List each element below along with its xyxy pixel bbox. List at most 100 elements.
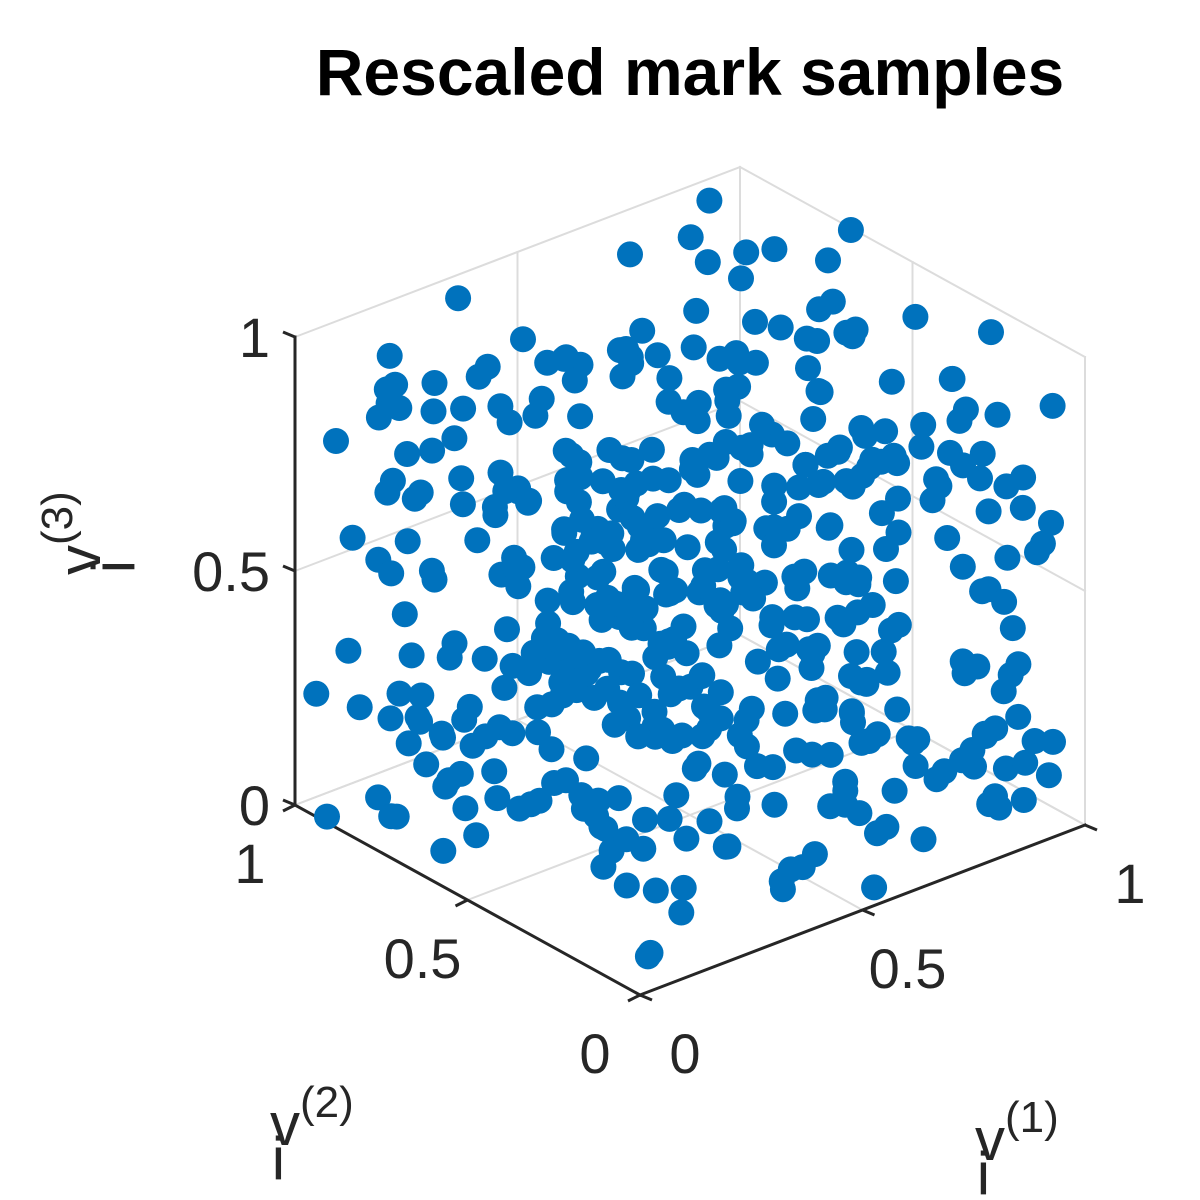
axis-label-v1-sub: i <box>977 1140 990 1200</box>
axis-label-v2: v(2) i <box>270 1078 354 1192</box>
scatter-point <box>541 770 568 796</box>
scatter-point <box>815 247 841 274</box>
scatter-point <box>1009 494 1036 521</box>
scatter-point <box>724 783 751 810</box>
scatter-point <box>339 524 366 551</box>
scatter-point <box>534 587 561 614</box>
scatter-point <box>744 648 771 675</box>
scatter-point <box>509 554 536 581</box>
scatter-point <box>499 652 526 679</box>
scatter-point <box>534 349 561 376</box>
scatter-point <box>517 791 544 818</box>
scatter-point <box>601 711 628 738</box>
scatter-point <box>452 795 479 822</box>
scatter-point <box>950 452 976 479</box>
scatter-point <box>421 370 448 396</box>
scatter-point <box>407 479 434 506</box>
axis-label-v3-sub: i <box>80 560 147 573</box>
scatter-point <box>681 755 708 782</box>
scatter-point <box>656 365 683 392</box>
scatter-point <box>594 584 621 611</box>
scatter-point <box>999 615 1026 642</box>
scatter-point <box>964 653 991 680</box>
scatter-point <box>561 367 588 394</box>
x-tick-mark <box>639 993 653 1002</box>
scatter-point <box>843 639 870 666</box>
scatter-point <box>694 249 721 276</box>
scatter-point <box>777 856 804 883</box>
scatter-point <box>609 363 636 390</box>
scatter-point <box>711 536 738 563</box>
scatter-point <box>795 355 821 382</box>
scatter-point <box>491 674 518 701</box>
scatter-point <box>910 411 937 438</box>
scatter-point <box>661 577 688 604</box>
scatter-point <box>688 663 715 690</box>
y-tick-label: 0 <box>579 1022 610 1085</box>
axis-label-v3-sup: (3) <box>33 491 82 545</box>
scatter-point <box>528 385 555 412</box>
scatter-point <box>450 395 477 422</box>
z-tick-label: 1 <box>239 306 270 369</box>
scatter-point <box>689 723 716 750</box>
scatter-point <box>677 224 704 251</box>
scatter-point <box>726 349 753 376</box>
scatter-point <box>674 534 701 561</box>
scatter-point <box>441 425 468 452</box>
scatter-point <box>837 217 864 243</box>
scatter-point <box>902 753 929 779</box>
scatter-point <box>463 822 490 849</box>
scatter-point <box>991 588 1018 615</box>
x-tick-label: 1 <box>1114 852 1145 915</box>
scatter-point <box>430 837 457 864</box>
scatter-point <box>856 728 883 754</box>
scatter-point <box>800 406 827 432</box>
scatter-point <box>720 508 747 534</box>
scatter-point <box>885 519 912 546</box>
scatter-point <box>605 785 632 812</box>
scatter-point <box>926 473 953 499</box>
scatter-point <box>1035 762 1062 789</box>
scatter-point <box>878 617 904 644</box>
scatter-point <box>630 526 656 553</box>
scatter-point <box>656 805 683 832</box>
scatter-point <box>581 684 608 711</box>
scatter-point <box>804 632 831 659</box>
scatter-point <box>394 528 421 555</box>
grid-line <box>738 165 1087 359</box>
scatter-point <box>815 514 842 541</box>
axis-label-v1-sup: (1) <box>1005 1093 1059 1142</box>
scatter-point <box>544 627 571 654</box>
scatter-point <box>939 365 966 392</box>
scatter-point <box>805 472 832 498</box>
scatter-point <box>994 544 1021 571</box>
scatter-point <box>744 753 770 780</box>
z-tick-label: 0 <box>239 774 270 837</box>
x-tick-mark <box>1084 823 1098 832</box>
scatter-point <box>386 680 413 707</box>
scatter-point <box>386 395 413 421</box>
z-tick-mark <box>282 330 296 339</box>
axis-label-v3-group: v(3) i <box>33 491 147 575</box>
scatter-point <box>844 599 871 626</box>
axes <box>282 330 1098 1003</box>
scatter-point <box>398 642 425 669</box>
scatter-point <box>765 636 792 663</box>
y-tick-mark <box>282 803 296 813</box>
scatter-point <box>738 695 765 722</box>
scatter-point <box>819 288 846 315</box>
axis-label-v2-sup: (2) <box>300 1078 354 1127</box>
scatter-point <box>1021 728 1048 754</box>
scatter-point <box>613 336 640 362</box>
scatter-point <box>976 791 1003 818</box>
y-tick-mark <box>627 993 641 1003</box>
scatter-point <box>761 532 787 559</box>
scatter-point <box>549 682 576 709</box>
scatter-point <box>638 436 665 463</box>
scatter-point <box>642 644 669 671</box>
scatter-point <box>761 236 788 263</box>
scatter-point <box>650 527 677 554</box>
scatter-point <box>378 803 405 830</box>
grid-line <box>293 165 742 339</box>
